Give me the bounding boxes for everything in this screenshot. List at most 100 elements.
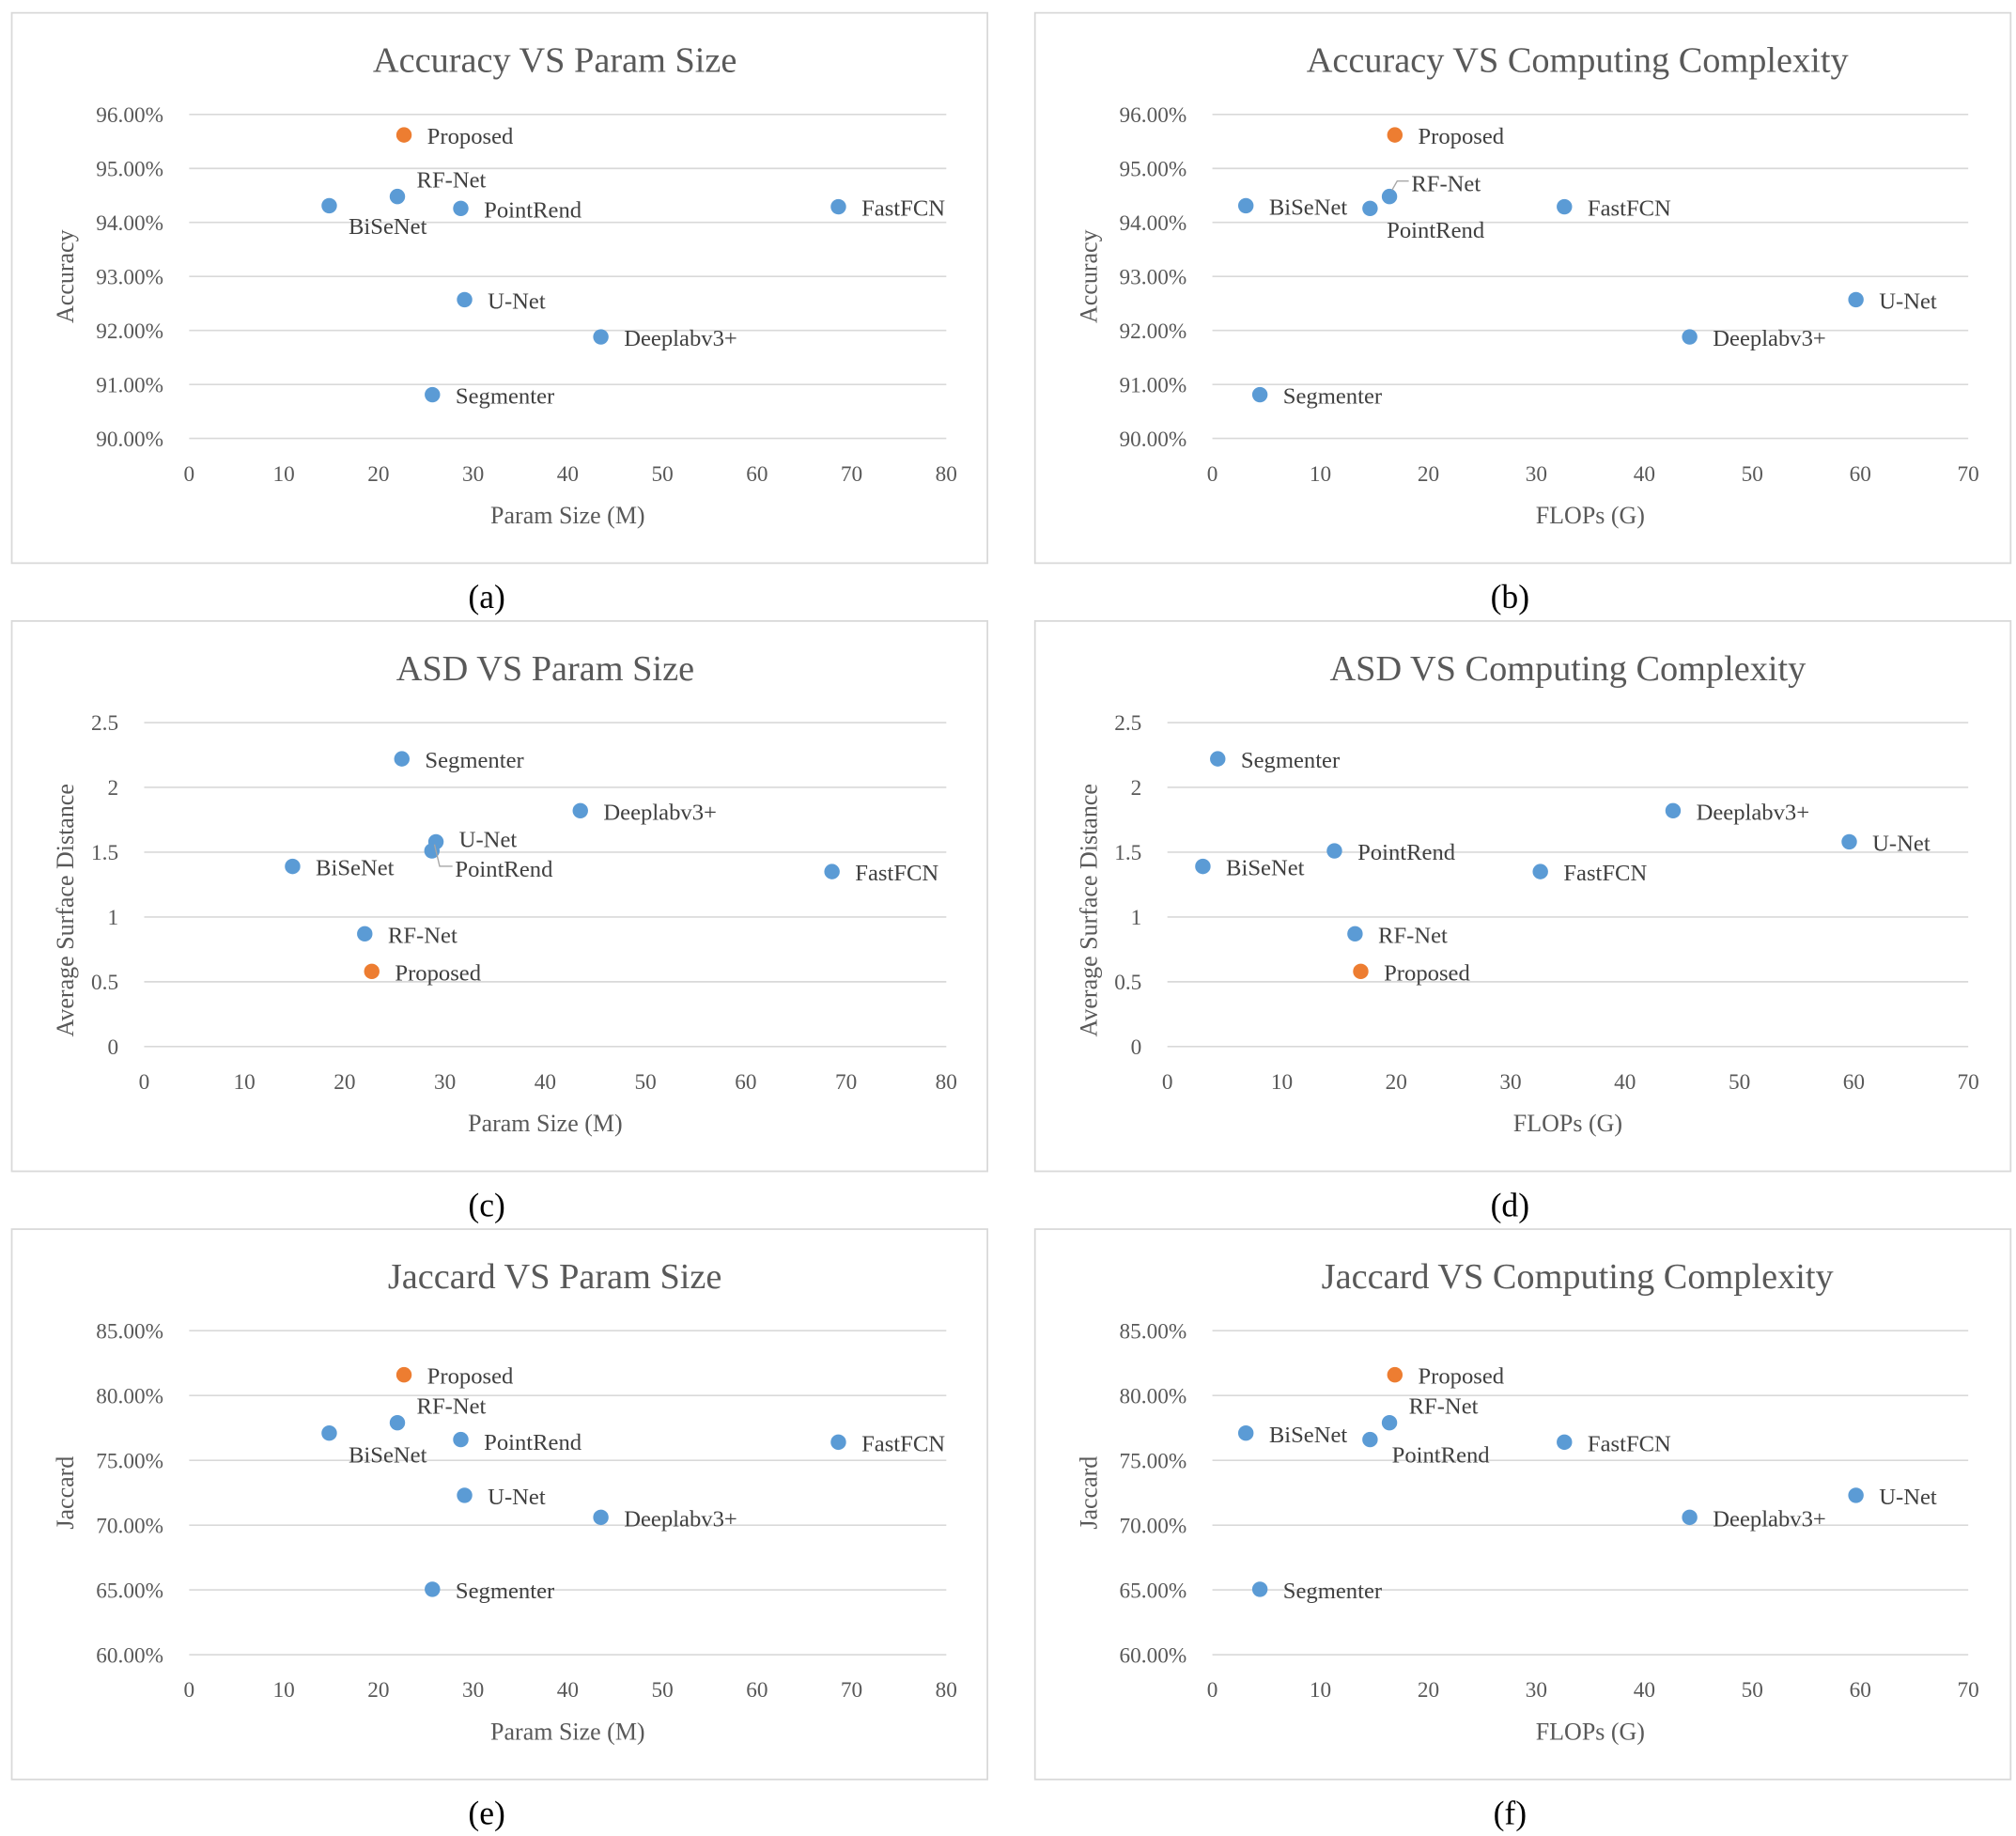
data-label: BiSeNet [1269, 194, 1348, 220]
y-tick-label: 92.00% [1120, 319, 1187, 344]
y-tick-label: 85.00% [96, 1319, 163, 1344]
data-point-proposed [395, 127, 412, 143]
data-point-bisenet [285, 858, 301, 875]
x-tick-label: 30 [1526, 1678, 1547, 1703]
x-tick-label: 60 [735, 1070, 756, 1095]
panel-caption: (f) [1494, 1795, 1528, 1832]
data-label: U-Net [488, 1485, 546, 1510]
chart-panel-d: ASD VS Computing Complexity 0 0.5 1 1.5 2 2.5 0… [1033, 620, 2012, 1223]
x-tick-label: 20 [1418, 1678, 1439, 1703]
data-point-pointrend [1326, 843, 1342, 859]
x-tick-label: 70 [1958, 462, 1979, 487]
chart-panel-f: Jaccard VS Computing Complexity 60.00% 65.… [1033, 1228, 2012, 1832]
y-tick-label: 90.00% [96, 428, 163, 452]
data-point-rf-net [389, 1414, 406, 1431]
y-tick-label: 90.00% [1120, 428, 1187, 452]
data-point-deeplabv3- [593, 329, 609, 345]
data-point-fastfcn [1557, 1434, 1573, 1451]
data-point-deeplabv3- [1682, 329, 1698, 345]
data-label: Segmenter [1241, 748, 1340, 773]
data-label: Proposed [427, 124, 514, 149]
x-tick-label: 40 [1614, 1070, 1636, 1095]
x-tick-label: 80 [936, 1678, 957, 1703]
y-tick-label: 0.5 [1114, 971, 1141, 995]
x-tick-label: 50 [651, 462, 673, 487]
x-tick-label: 70 [841, 1678, 862, 1703]
data-point-segmenter [394, 751, 410, 767]
data-point-bisenet [1237, 1424, 1254, 1441]
x-tick-label: 0 [1207, 462, 1218, 487]
data-label: RF-Net [1409, 1394, 1479, 1420]
data-label: RF-Net [417, 1394, 487, 1420]
data-point-u-net [457, 1487, 473, 1503]
panel-caption: (b) [1491, 578, 1529, 615]
data-point-rf-net [1381, 1414, 1398, 1431]
data-point-bisenet [321, 1424, 337, 1441]
x-tick-label: 60 [1850, 1678, 1871, 1703]
data-label: BiSeNet [316, 856, 395, 881]
panel-caption: (e) [468, 1795, 504, 1832]
data-label: FastFCN [861, 1431, 945, 1456]
y-tick-label: 65.00% [1120, 1579, 1187, 1603]
x-tick-label: 50 [651, 1678, 673, 1703]
y-axis-label: Jaccard [1075, 1456, 1102, 1530]
x-tick-label: 10 [272, 1678, 294, 1703]
data-label: FastFCN [855, 861, 938, 886]
data-label: Deeplabv3+ [1697, 800, 1810, 825]
data-point-segmenter [1210, 751, 1226, 767]
data-point-fastfcn [1532, 864, 1548, 879]
chart-title: ASD VS Computing Complexity [1330, 649, 1807, 689]
chart-border [10, 620, 988, 1173]
x-tick-label: 60 [746, 1678, 768, 1703]
x-tick-label: 50 [1742, 462, 1763, 487]
y-tick-label: 94.00% [96, 211, 163, 236]
y-tick-label: 91.00% [96, 373, 163, 397]
x-axis-label: FLOPs (G) [1536, 1718, 1645, 1745]
chart-title: Accuracy VS Computing Complexity [1307, 41, 1849, 81]
data-label: PointRend [1357, 840, 1456, 865]
x-tick-label: 0 [139, 1070, 150, 1095]
x-tick-label: 40 [1634, 1678, 1655, 1703]
x-tick-label: 10 [272, 462, 294, 487]
data-label: FastFCN [1563, 861, 1647, 886]
data-point-deeplabv3- [1665, 802, 1682, 819]
data-label: Deeplabv3+ [1713, 326, 1826, 351]
chart-panel-e: Jaccard VS Param Size 60.00% 65.00% 70.00% 7… [10, 1228, 988, 1832]
y-tick-label: 95.00% [96, 157, 163, 181]
x-tick-label: 30 [462, 1678, 484, 1703]
label-leader-line [1391, 180, 1409, 191]
data-label: FastFCN [1588, 1431, 1671, 1456]
y-tick-label: 2.5 [1114, 711, 1141, 736]
x-axis-label: Param Size (M) [490, 502, 645, 529]
y-tick-label: 2 [107, 776, 118, 801]
data-label: BiSeNet [1226, 856, 1305, 881]
x-axis-label: FLOPs (G) [1536, 502, 1645, 529]
x-tick-label: 20 [367, 462, 389, 487]
y-tick-label: 0 [1131, 1035, 1142, 1060]
data-label: PointRend [455, 857, 553, 882]
x-tick-label: 30 [1526, 462, 1547, 487]
data-label: Proposed [427, 1364, 514, 1390]
data-label: Deeplabv3+ [624, 326, 737, 351]
chart-border [1033, 11, 2012, 565]
x-tick-label: 30 [462, 462, 484, 487]
y-tick-label: 70.00% [1120, 1514, 1187, 1538]
x-tick-label: 10 [234, 1070, 256, 1095]
data-label: BiSeNet [349, 214, 427, 240]
data-point-fastfcn [1557, 198, 1573, 215]
y-tick-label: 94.00% [1120, 211, 1187, 236]
data-point-fastfcn [830, 1434, 846, 1451]
x-tick-label: 70 [1958, 1070, 1979, 1095]
x-tick-label: 60 [746, 462, 768, 487]
x-axis-label: Param Size (M) [490, 1718, 645, 1745]
x-tick-label: 40 [557, 1678, 579, 1703]
data-label: U-Net [1879, 288, 1937, 314]
x-tick-label: 10 [1271, 1070, 1293, 1095]
data-label: BiSeNet [1269, 1423, 1348, 1448]
data-point-segmenter [425, 386, 441, 403]
y-tick-label: 80.00% [1120, 1384, 1187, 1408]
data-point-fastfcn [824, 864, 840, 879]
data-label: Proposed [1418, 124, 1504, 149]
data-point-bisenet [1195, 858, 1211, 875]
y-tick-label: 65.00% [96, 1579, 163, 1603]
